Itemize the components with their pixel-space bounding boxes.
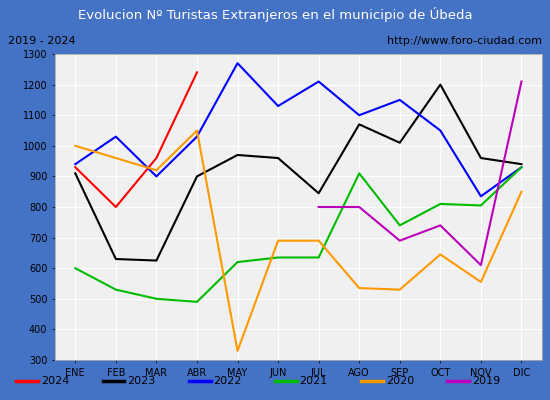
Text: 2021: 2021: [300, 376, 328, 386]
Text: 2024: 2024: [41, 376, 69, 386]
Text: 2019: 2019: [472, 376, 500, 386]
Text: 2023: 2023: [127, 376, 155, 386]
Text: 2019 - 2024: 2019 - 2024: [8, 36, 76, 46]
Text: 2022: 2022: [213, 376, 241, 386]
Text: Evolucion Nº Turistas Extranjeros en el municipio de Úbeda: Evolucion Nº Turistas Extranjeros en el …: [78, 8, 472, 22]
Text: http://www.foro-ciudad.com: http://www.foro-ciudad.com: [387, 36, 542, 46]
Text: 2020: 2020: [386, 376, 414, 386]
